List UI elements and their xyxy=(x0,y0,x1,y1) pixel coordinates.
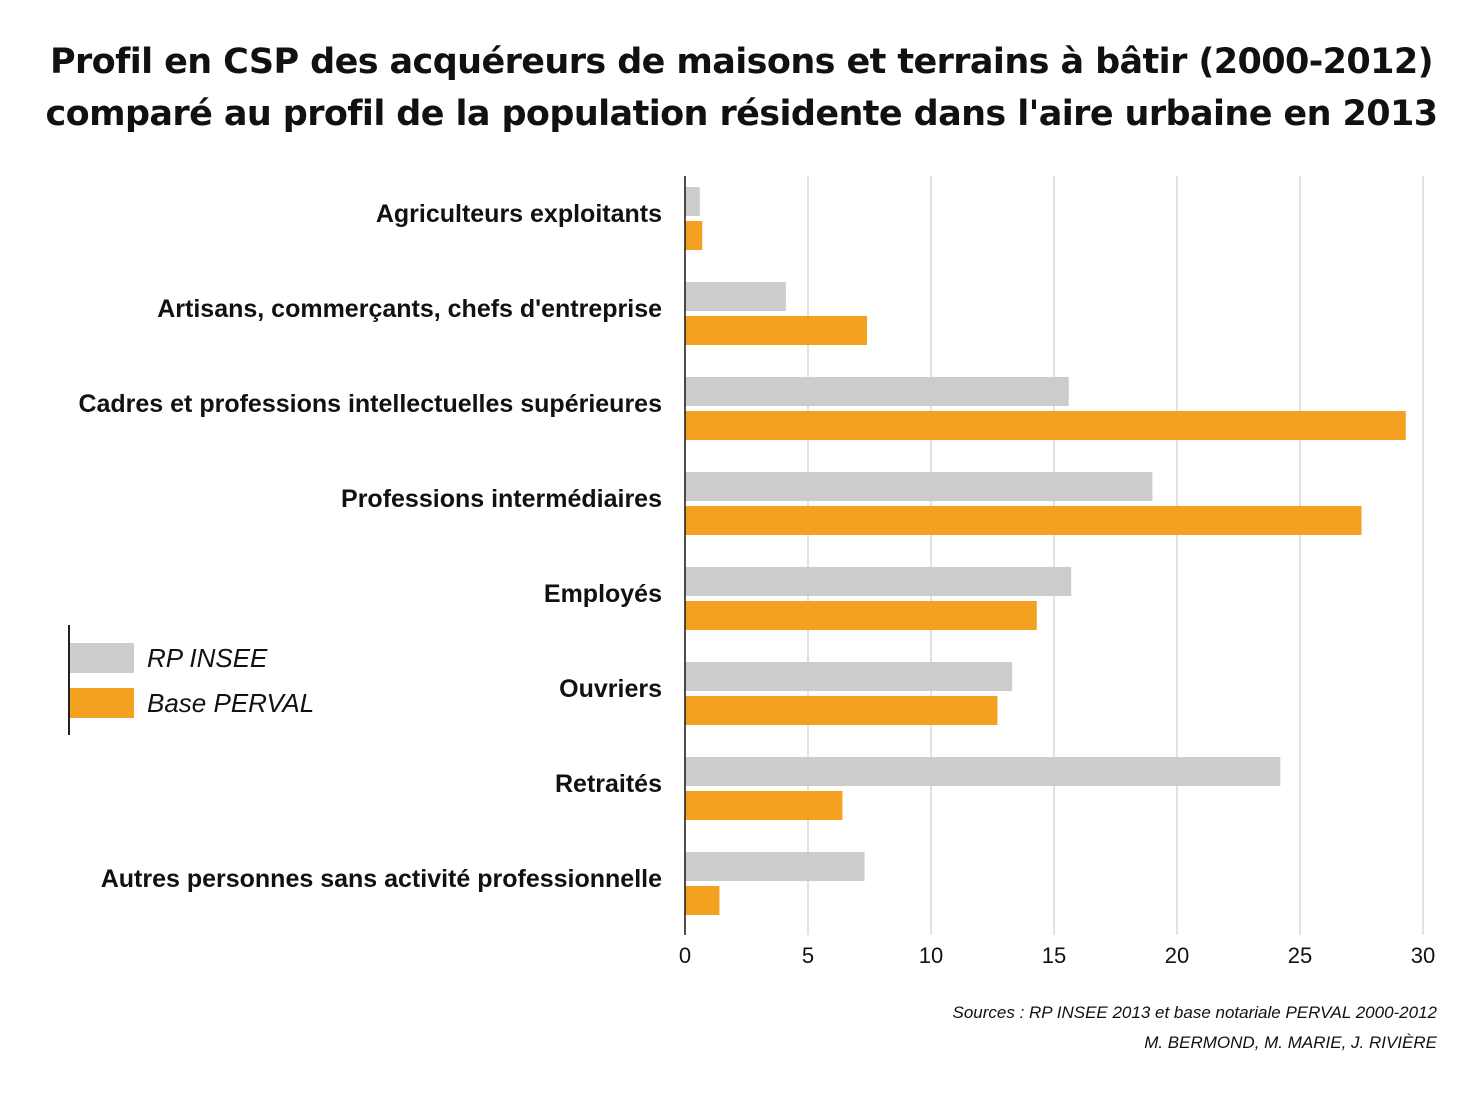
legend-item-base-perval: Base PERVAL xyxy=(70,687,314,719)
legend-swatch-rp-insee xyxy=(70,643,134,673)
legend: RP INSEE Base PERVAL xyxy=(68,625,314,735)
x-tick-label-20: 20 xyxy=(1165,943,1189,968)
legend-label-base-perval: Base PERVAL xyxy=(147,687,315,718)
bars xyxy=(685,187,1406,915)
chart-title-line-1: Profil en CSP des acquéreurs de maisons … xyxy=(49,42,1434,82)
bar-base-perval-autres-personnes-sans-activite-professionnelle xyxy=(685,886,720,915)
bar-rp-insee-artisans-commercants-chefs-d-entreprise xyxy=(685,282,786,311)
bar-base-perval-professions-intermediaires xyxy=(685,506,1362,535)
grid-lines xyxy=(807,176,1424,935)
category-label-cadres-et-professions-intellectuelles-superieures: Cadres et professions intellectuelles su… xyxy=(78,390,662,418)
bar-rp-insee-agriculteurs-exploitants xyxy=(685,187,700,216)
bar-base-perval-artisans-commercants-chefs-d-entreprise xyxy=(685,316,868,345)
bar-rp-insee-ouvriers xyxy=(685,662,1013,691)
chart-title: Profil en CSP des acquéreurs de maisons … xyxy=(0,36,1483,140)
bar-rp-insee-retraites xyxy=(685,757,1281,786)
category-label-retraites: Retraités xyxy=(555,770,662,798)
bar-rp-insee-employes xyxy=(685,567,1072,596)
bar-base-perval-ouvriers xyxy=(685,696,998,725)
category-label-agriculteurs-exploitants: Agriculteurs exploitants xyxy=(376,200,662,228)
legend-item-rp-insee: RP INSEE xyxy=(70,642,267,674)
sources-line: Sources : RP INSEE 2013 et base notarial… xyxy=(952,1003,1438,1022)
x-tick-label-0: 0 xyxy=(679,943,691,968)
bar-base-perval-cadres-et-professions-intellectuelles-superieures xyxy=(685,411,1406,440)
category-labels: Agriculteurs exploitants Artisans, commer… xyxy=(78,200,662,893)
legend-swatch-base-perval xyxy=(70,688,134,718)
category-label-artisans-commercants-chefs-d-entreprise: Artisans, commerçants, chefs d'entrepris… xyxy=(157,295,662,323)
bar-base-perval-agriculteurs-exploitants xyxy=(685,221,703,250)
x-tick-label-5: 5 xyxy=(802,943,814,968)
category-label-employes: Employés xyxy=(544,580,662,608)
bar-rp-insee-professions-intermediaires xyxy=(685,472,1153,501)
bar-base-perval-employes xyxy=(685,601,1037,630)
bar-rp-insee-autres-personnes-sans-activite-professionnelle xyxy=(685,852,865,881)
x-tick-label-15: 15 xyxy=(1042,943,1066,968)
x-tick-label-30: 30 xyxy=(1411,943,1435,968)
chart-title-line-2: comparé au profil de la population résid… xyxy=(45,94,1439,134)
x-tick-label-25: 25 xyxy=(1288,943,1312,968)
x-axis-ticks: 0 5 10 15 20 25 30 xyxy=(679,943,1435,968)
legend-label-rp-insee: RP INSEE xyxy=(147,642,268,673)
bar-base-perval-retraites xyxy=(685,791,843,820)
bar-rp-insee-cadres-et-professions-intellectuelles-superieures xyxy=(685,377,1069,406)
authors-line: M. BERMOND, M. MARIE, J. RIVIÈRE xyxy=(1144,1033,1437,1052)
x-tick-label-10: 10 xyxy=(919,943,943,968)
category-label-ouvriers: Ouvriers xyxy=(559,675,662,703)
category-label-autres-personnes-sans-activite-professionnelle: Autres personnes sans activité professio… xyxy=(101,865,662,893)
category-label-professions-intermediaires: Professions intermédiaires xyxy=(341,485,662,513)
sources-note: Sources : RP INSEE 2013 et base notarial… xyxy=(953,998,1438,1058)
